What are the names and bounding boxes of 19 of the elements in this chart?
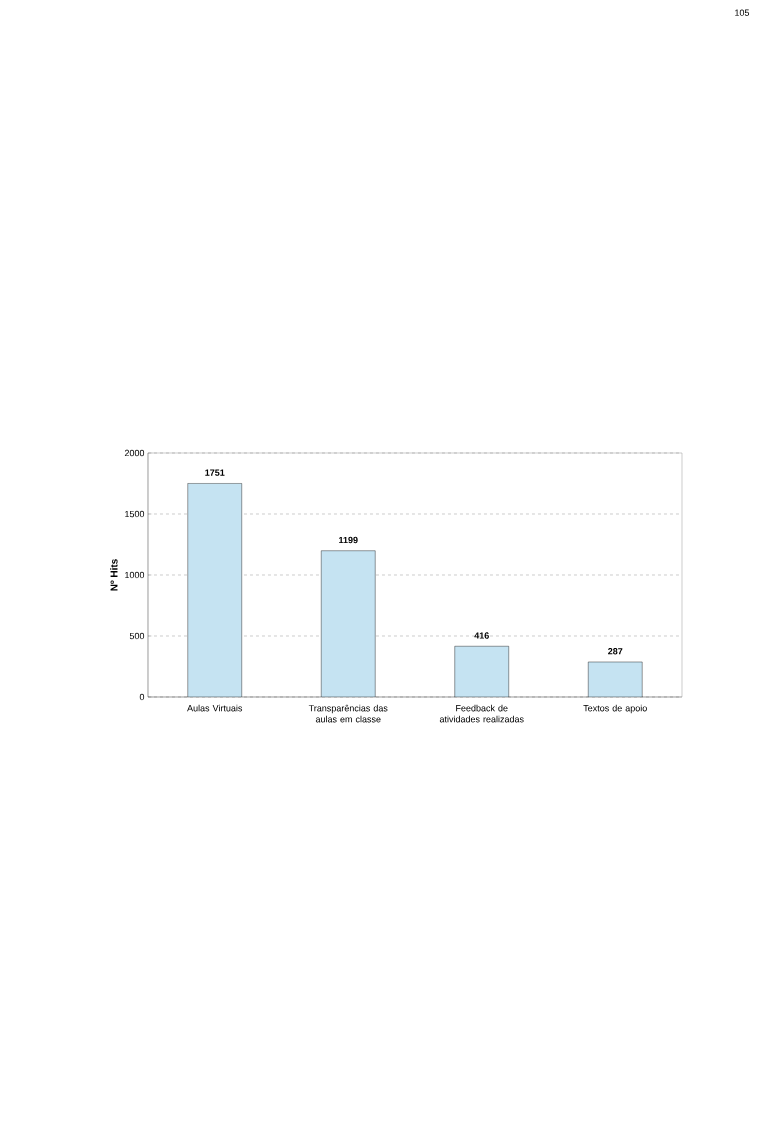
x-tick-label: Textos de apoio (583, 704, 647, 714)
y-tick-label: 2000 (124, 449, 145, 457)
y-tick-label: 1000 (125, 571, 145, 579)
text: 105 (735, 9, 750, 16)
y-tick-label: 500 (129, 632, 145, 640)
data-label: 287 (608, 648, 623, 655)
x-tick-label: Feedback de atividades realizadas (439, 704, 524, 723)
bar (321, 550, 376, 697)
x-tick-label: Aulas Virtuais (187, 704, 243, 712)
data-label: 416 (474, 632, 489, 639)
bar (187, 483, 242, 697)
y-tick-label: 0 (139, 693, 145, 701)
y-axis-title: Nº Hits (110, 559, 118, 591)
data-label: 1751 (205, 469, 225, 476)
data-label: 1199 (339, 536, 358, 544)
bar (454, 646, 509, 697)
y-tick-label: 1500 (125, 510, 145, 518)
x-tick-label: Transparências das aulas em classe (308, 704, 388, 723)
bar (588, 661, 643, 697)
